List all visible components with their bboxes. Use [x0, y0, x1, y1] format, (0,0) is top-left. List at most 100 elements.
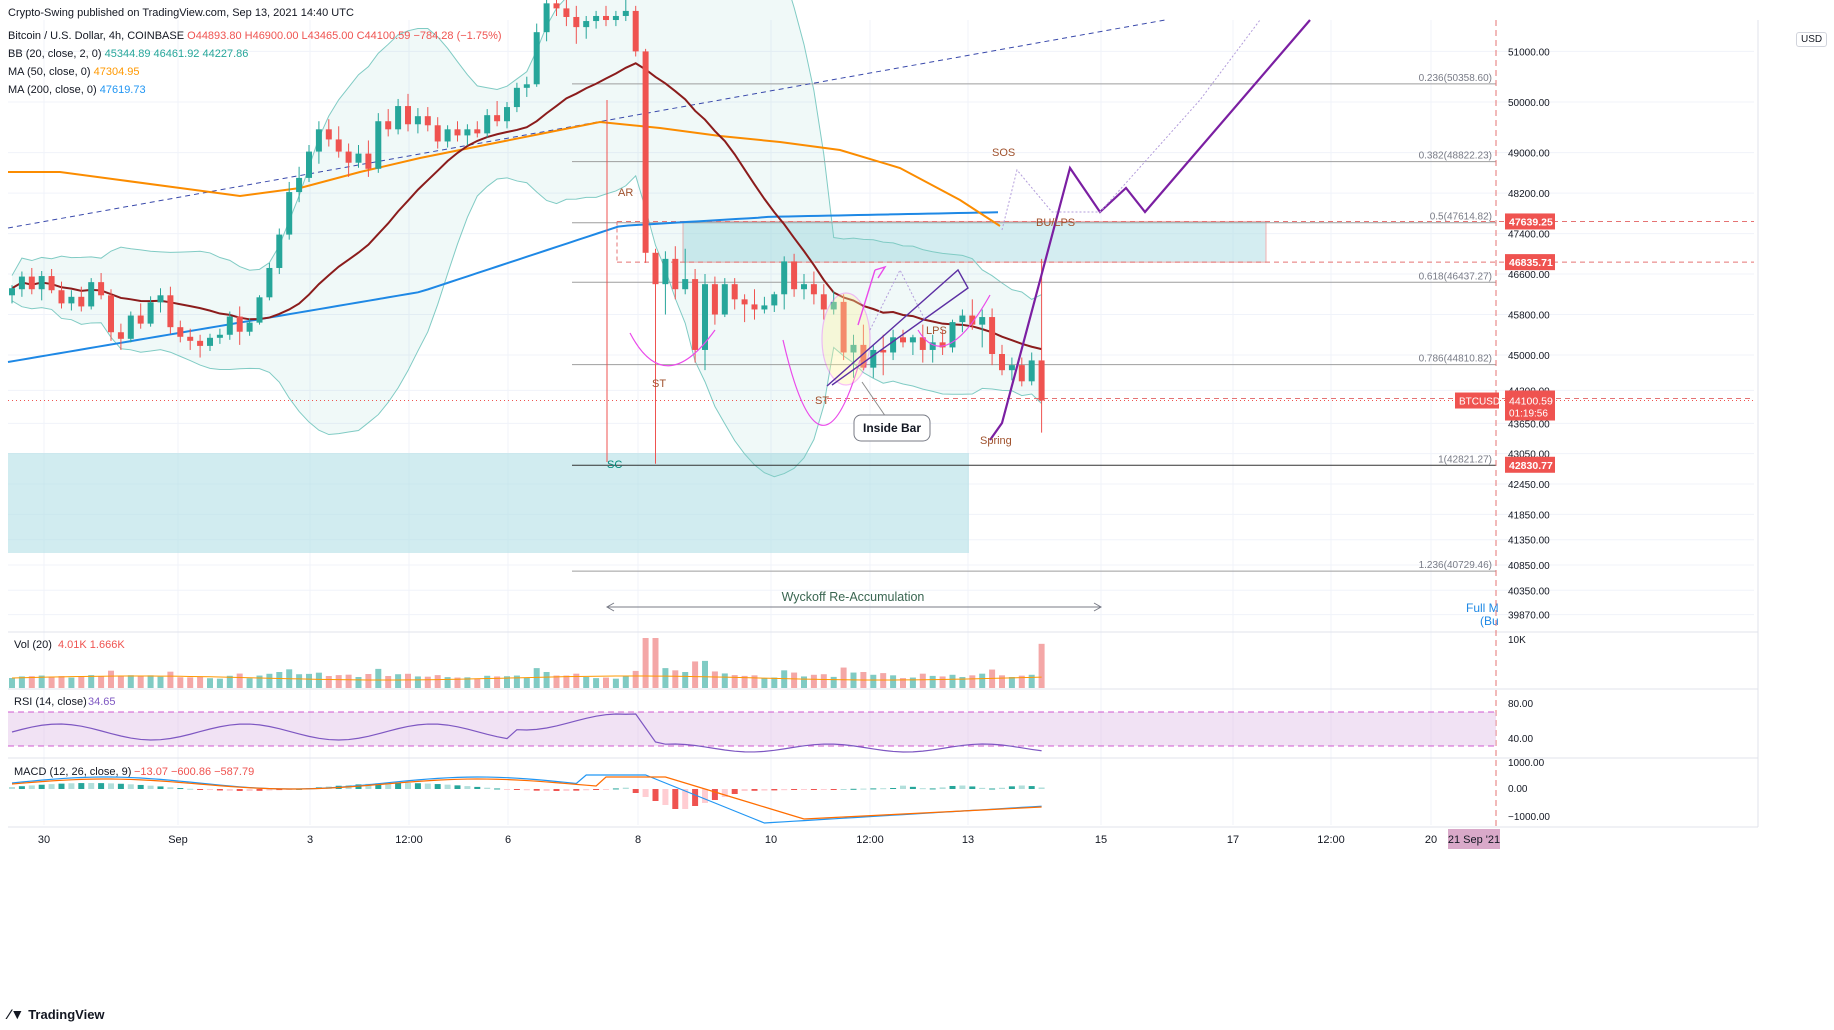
price-tick-label: 42450.00	[1508, 480, 1550, 491]
time-tick-label: 15	[1095, 834, 1107, 846]
volume-bar	[494, 676, 501, 688]
candle	[395, 98, 402, 135]
macd-histogram-bar	[533, 789, 540, 791]
candle-body	[830, 301, 837, 310]
candle-body	[741, 299, 748, 305]
candle-body	[850, 344, 857, 353]
volume-bar	[315, 672, 322, 688]
candle-body	[820, 294, 827, 310]
bb-values: 45344.89 46461.92 44227.86	[104, 48, 249, 60]
volume-bar	[276, 672, 283, 688]
macd-histogram-bar	[68, 783, 75, 789]
volume-bar	[1008, 677, 1015, 688]
volume-bar	[325, 676, 332, 688]
sc-label: SC	[607, 459, 622, 471]
macd-histogram-bar	[424, 783, 431, 789]
macd-histogram-bar	[612, 788, 619, 790]
price-tick-label: 47400.00	[1508, 230, 1550, 241]
candle	[642, 48, 649, 263]
macd-histogram-bar	[603, 789, 609, 790]
macd-histogram-bar	[791, 789, 798, 790]
volume-bar	[840, 667, 847, 688]
bollinger-band-fill	[12, 0, 1042, 477]
volume-bar	[345, 674, 352, 688]
volume-bar	[424, 676, 431, 688]
volume-bar	[781, 670, 788, 688]
symbol-name[interactable]: Bitcoin / U.S. Dollar, 4h, COINBASE	[8, 30, 185, 42]
price-tag-46835-text: 46835.71	[1509, 257, 1553, 269]
candle-body	[325, 129, 332, 140]
candle-body	[989, 317, 996, 354]
time-tick-label: 12:00	[395, 834, 423, 846]
macd-histogram-bar	[563, 789, 570, 791]
macd-histogram-bar	[999, 787, 1005, 789]
fib-retracement: 0.236(50358.60) 0.382(48822.23) 0.5(47614.…	[572, 73, 1496, 572]
bb-name[interactable]: BB (20, close, 2, 0)	[8, 48, 102, 60]
candle	[751, 289, 758, 320]
price-tick-label: 41350.00	[1508, 536, 1550, 547]
rsi-axis-80: 80.00	[1508, 699, 1533, 710]
macd-line	[11, 774, 1042, 824]
macd-histogram-bar	[751, 789, 758, 791]
candle	[632, 5, 639, 57]
time-tick-label: Sep	[168, 834, 188, 846]
tradingview-logo[interactable]: ⁄▼ TradingView	[8, 1006, 105, 1022]
candle	[424, 107, 431, 132]
candle-body	[553, 3, 560, 9]
macd-histogram-bar	[1008, 786, 1015, 789]
macd-histogram-bar	[454, 785, 461, 789]
candle-body	[583, 21, 590, 28]
ma50-name[interactable]: MA (50, close, 0)	[8, 66, 91, 78]
volume-bar	[632, 670, 639, 688]
volume-bar	[949, 674, 956, 688]
ohlc-values: O44893.80 H46900.00 L43465.00 C44100.59 …	[187, 30, 502, 42]
macd-histogram-bar	[28, 785, 35, 789]
volume-bar	[939, 676, 946, 688]
volume-bar	[504, 676, 510, 688]
volume-bar	[207, 678, 213, 688]
candle-body	[375, 121, 382, 169]
breakout-arrow-head	[874, 265, 887, 279]
tv-icon: ⁄▼	[8, 1006, 25, 1022]
currency-button[interactable]: USD	[1796, 32, 1828, 47]
volume-bar	[721, 673, 728, 688]
candle	[504, 102, 510, 129]
volume-bar	[583, 677, 590, 688]
macd-signal-line	[11, 776, 1042, 820]
volume-bar	[98, 676, 105, 688]
candle-body	[999, 353, 1005, 371]
candle-body	[68, 296, 75, 304]
macd-histogram-bar	[939, 787, 946, 789]
candles	[9, 0, 1045, 464]
countdown-text: 01:19:56	[1509, 409, 1548, 420]
triangle-pattern	[826, 268, 969, 387]
volume-bar	[711, 671, 718, 688]
candle-body	[296, 177, 303, 193]
ma200-name[interactable]: MA (200, close, 0)	[8, 84, 97, 96]
rsi-value: 34.65	[88, 696, 116, 708]
candle-body	[672, 258, 679, 290]
price-tag-47639-text: 47639.25	[1509, 216, 1553, 228]
volume-bar	[296, 674, 303, 688]
candle	[226, 311, 233, 340]
candle	[543, 0, 550, 42]
candle	[553, 0, 560, 16]
volume-bar	[167, 671, 174, 688]
candle	[28, 267, 35, 295]
candle	[702, 274, 708, 371]
candle	[385, 109, 392, 137]
time-tick-label: 6	[505, 834, 511, 846]
candle-body	[563, 8, 570, 17]
macd-histogram-bar	[197, 789, 204, 790]
volume-bar	[652, 638, 659, 688]
candle	[454, 121, 461, 142]
candle-body	[731, 284, 738, 300]
candle-body	[840, 301, 847, 353]
volume-bar	[256, 675, 263, 688]
macd-histogram-bar	[147, 785, 154, 789]
candle-body	[593, 15, 600, 22]
price-tag-42830-bg	[1505, 456, 1555, 473]
candle	[583, 15, 590, 39]
volume-bar	[672, 670, 679, 688]
